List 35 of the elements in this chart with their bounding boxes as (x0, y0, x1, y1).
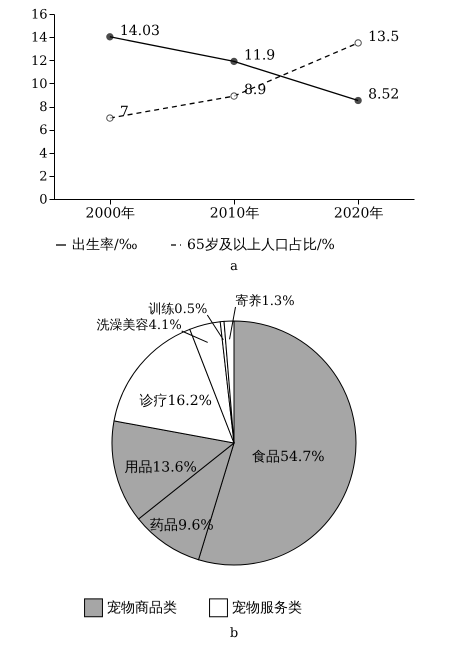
slice-label: 寄养1.3% (236, 293, 295, 309)
point (230, 58, 238, 66)
slice-label: 训练0.5% (148, 302, 208, 317)
y-tick-label: 4 (39, 146, 48, 162)
point (354, 39, 362, 47)
data-label: 13.5 (368, 28, 400, 45)
point (106, 114, 114, 122)
data-label: 14.03 (120, 22, 160, 39)
legend-label: 65岁及以上人口占比/% (187, 237, 335, 253)
y-tick-label: 16 (30, 8, 48, 22)
slice-label: 用品13.6% (124, 459, 197, 476)
y-tick-label: 0 (39, 192, 48, 208)
y-tick-label: 2 (39, 169, 48, 184)
data-label: 11.9 (244, 47, 276, 64)
data-label: 8.52 (368, 86, 400, 102)
y-tick-label: 8 (39, 100, 48, 115)
point (230, 92, 238, 100)
slice-label: 诊疗16.2% (139, 392, 212, 409)
text: 宠物服务类 (232, 600, 302, 616)
slice-label: 洗澡美容4.1% (96, 317, 182, 333)
x-tick-label: 2000年 (86, 206, 136, 222)
x-tick-label: 2010年 (210, 206, 260, 222)
x-tick-label: 2020年 (334, 206, 384, 222)
data-label: 7 (120, 104, 129, 120)
text: b (230, 626, 238, 641)
point (354, 96, 362, 104)
text: a (230, 259, 238, 274)
y-tick-label: 14 (30, 30, 48, 46)
y-tick-label: 6 (39, 123, 48, 138)
y-tick-label: 12 (30, 54, 48, 69)
text: 宠物商品类 (107, 600, 177, 616)
slice-label: 食品54.7% (252, 449, 325, 466)
legend-label: 出生率/‰ (72, 237, 138, 253)
point (106, 33, 114, 40)
y-tick-label: 10 (30, 76, 48, 92)
